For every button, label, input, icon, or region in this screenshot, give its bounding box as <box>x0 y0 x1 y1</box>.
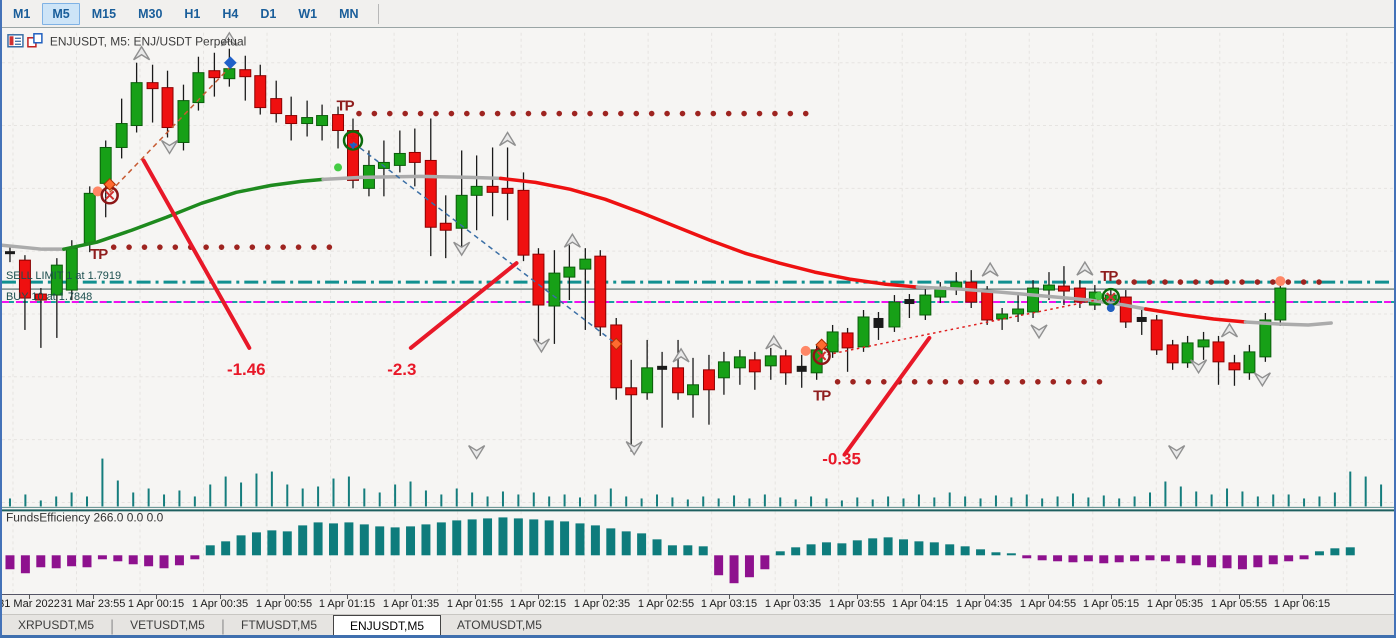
time-axis-tick <box>666 595 667 599</box>
time-axis-label: 1 Apr 03:55 <box>828 598 886 610</box>
symbol-tab-vetusdt[interactable]: VETUSDT,M5 <box>130 618 205 632</box>
svg-text:✶: ✶ <box>348 132 357 144</box>
time-axis-tick <box>347 595 348 599</box>
tp-label-3: TP <box>813 388 831 405</box>
time-axis-tick <box>1175 595 1176 599</box>
trade-markers: ✶ <box>92 56 1286 366</box>
time-axis-label: 1 Apr 05:55 <box>1210 598 1268 610</box>
symbol-tab-enjusdt[interactable]: ENJUSDT,M5 <box>333 615 442 635</box>
time-axis-tick <box>220 595 221 599</box>
time-axis-label: 1 Apr 05:15 <box>1082 598 1140 610</box>
time-axis-label: 1 Apr 01:35 <box>382 598 440 610</box>
time-axis-label: 1 Apr 02:35 <box>573 598 631 610</box>
time-axis-label: 1 Apr 04:55 <box>1019 598 1077 610</box>
buy-order-label[interactable]: BUY 10 at 1.7848 <box>6 291 92 303</box>
time-axis-tick <box>29 595 30 599</box>
tp-label-1: TP <box>336 98 354 115</box>
time-axis-label: 1 Apr 06:15 <box>1273 598 1331 610</box>
symbol-tab-atomusdt[interactable]: ATOMUSDT,M5 <box>457 618 542 632</box>
tab-separator: | <box>220 618 226 635</box>
chart-title-group: ENJUSDT, M5: ENJ/USDT Perpetual <box>7 33 246 49</box>
time-axis-tick <box>793 595 794 599</box>
time-axis-tick <box>984 595 985 599</box>
time-axis-tick <box>475 595 476 599</box>
symbol-tab-bar: XRPUSDT,M5 | VETUSDT,M5 | FTMUSDT,M5 ENJUSDT,… <box>2 614 1394 635</box>
dashed-connector-lines <box>109 66 1111 357</box>
timeframe-toolbar: M1 M5 M15 M30 H1 H4 D1 W1 MN <box>2 0 1394 28</box>
time-axis-tick <box>1111 595 1112 599</box>
indicator-label: FundsEfficiency 266.0 0.0 0.0 <box>6 510 164 524</box>
time-axis-label: 1 Apr 00:35 <box>191 598 249 610</box>
time-axis-label: 1 Apr 01:15 <box>318 598 376 610</box>
chart-area: ✶ ENJUSDT, M5: ENJ/USDT Perpetual SELL L… <box>2 28 1394 594</box>
chart-title: ENJUSDT, M5: ENJ/USDT Perpetual <box>50 35 246 49</box>
annotation-loss-2: -2.3 <box>387 360 416 379</box>
moving-average-lines <box>2 174 1333 327</box>
order-lines[interactable] <box>2 280 1394 304</box>
timeframe-button-h1[interactable]: H1 <box>184 6 201 21</box>
time-axis-label: 1 Apr 00:15 <box>127 598 185 610</box>
timeframe-button-h4[interactable]: H4 <box>222 6 239 21</box>
chart-canvas[interactable]: ✶ ENJUSDT, M5: ENJ/USDT Perpetual SELL L… <box>2 28 1394 594</box>
timeframe-button-m1[interactable]: M1 <box>13 6 31 21</box>
time-axis-label: 31 Mar 2022 <box>0 598 60 610</box>
time-axis-tick <box>857 595 858 599</box>
time-axis[interactable]: 31 Mar 2022 31 Mar 23:55 1 Apr 00:15 1 Apr … <box>2 594 1394 614</box>
time-axis-tick <box>93 595 94 599</box>
annotation-loss-3: -0.35 <box>822 450 861 469</box>
annotation-loss-1: -1.46 <box>227 360 266 379</box>
signal-arrows <box>133 31 1271 460</box>
time-axis-label: 1 Apr 03:15 <box>700 598 758 610</box>
chart-grid <box>2 32 1394 593</box>
time-axis-label: 1 Apr 02:15 <box>509 598 567 610</box>
volume-ticks <box>2 458 1394 512</box>
time-axis-tick <box>602 595 603 599</box>
timeframe-button-m15[interactable]: M15 <box>91 6 117 21</box>
time-axis-tick <box>411 595 412 599</box>
sell-limit-order-label[interactable]: SELL LIMIT 1 at 1.7919 <box>6 270 121 282</box>
symbol-tab-xrpusdt[interactable]: XRPUSDT,M5 <box>18 618 95 632</box>
time-axis-label: 1 Apr 01:55 <box>446 598 504 610</box>
time-axis-tick <box>156 595 157 599</box>
time-axis-label: 1 Apr 02:55 <box>637 598 695 610</box>
time-axis-tick <box>538 595 539 599</box>
time-axis-tick <box>1239 595 1240 599</box>
trend-annotation-lines[interactable] <box>141 158 932 457</box>
time-axis-tick <box>1302 595 1303 599</box>
chart-window-icon[interactable] <box>27 33 43 48</box>
timeframe-button-w1[interactable]: W1 <box>298 6 318 21</box>
tp-label-2: TP <box>90 246 108 263</box>
time-axis-tick <box>729 595 730 599</box>
funds-efficiency-histogram <box>5 517 1355 584</box>
timeframe-button-m5[interactable]: M5 <box>42 2 80 25</box>
candles-layer <box>4 48 1287 452</box>
time-axis-label: 1 Apr 04:35 <box>955 598 1013 610</box>
time-axis-label: 31 Mar 23:55 <box>60 598 126 610</box>
time-axis-tick <box>284 595 285 599</box>
tab-separator: | <box>110 618 115 635</box>
timeframe-button-mn[interactable]: MN <box>339 6 359 21</box>
time-axis-tick <box>920 595 921 599</box>
time-axis-label: 1 Apr 00:55 <box>255 598 313 610</box>
time-axis-tick <box>1048 595 1049 599</box>
tp-dot-rows <box>110 110 1322 385</box>
tp-label-4: TP <box>1100 268 1118 285</box>
toolbar-divider <box>377 3 379 24</box>
time-axis-label: 1 Apr 03:35 <box>764 598 822 610</box>
chart-list-icon[interactable] <box>7 34 24 48</box>
time-axis-label: 1 Apr 05:35 <box>1146 598 1204 610</box>
timeframe-button-d1[interactable]: D1 <box>260 6 277 21</box>
time-axis-label: 1 Apr 04:15 <box>891 598 949 610</box>
timeframe-button-m30[interactable]: M30 <box>138 6 163 21</box>
symbol-tab-ftmusdt[interactable]: FTMUSDT,M5 <box>241 618 318 632</box>
